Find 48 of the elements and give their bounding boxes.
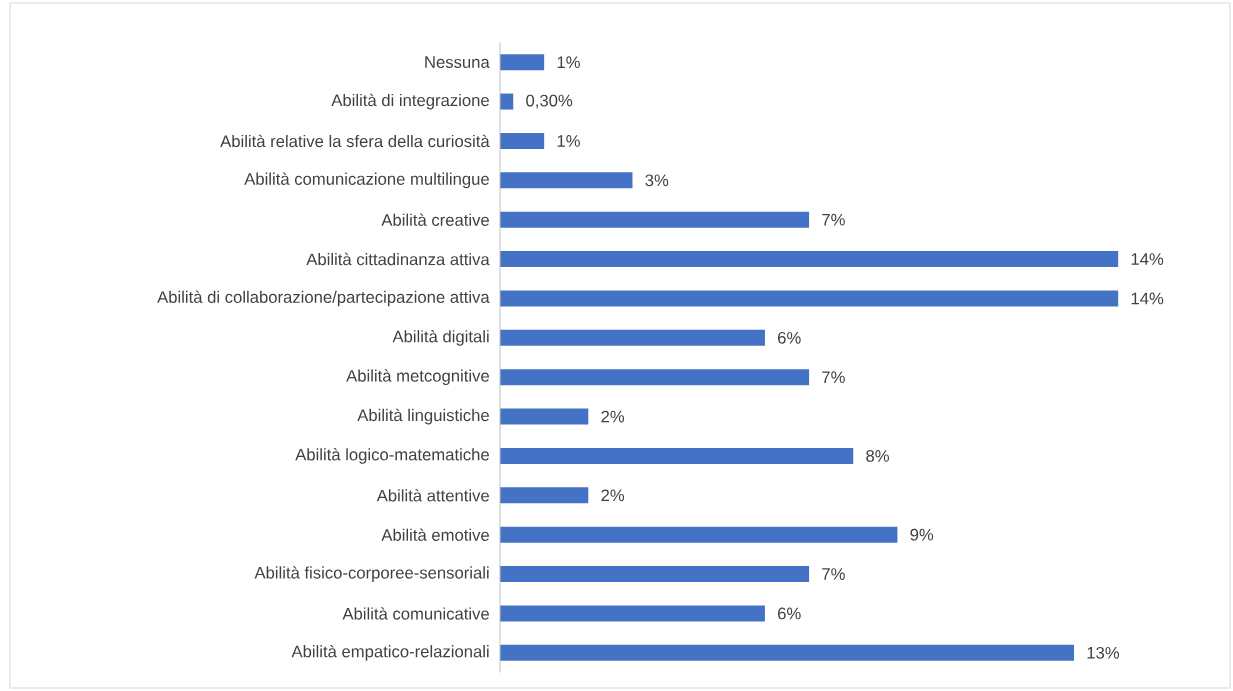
y-tick-label: Abilità di integrazione	[331, 93, 489, 110]
data-label: 13%	[1087, 646, 1120, 659]
y-tick-label: Abilità fisico-corporee-sensoriali	[254, 566, 489, 582]
y-tick-label: Abilità logico-matematiche	[295, 448, 489, 464]
bar	[500, 54, 545, 71]
bar	[500, 526, 898, 543]
bar	[500, 251, 1119, 268]
y-tick-label: Abilità comunicazione multilingue	[244, 172, 489, 189]
data-label: 14%	[1131, 292, 1164, 305]
y-tick-label: Nessuna	[425, 56, 490, 68]
bar	[500, 369, 810, 386]
data-label: 2%	[601, 489, 625, 502]
data-label: 6%	[778, 607, 801, 620]
bar	[500, 290, 1119, 307]
data-label: 1%	[557, 56, 580, 69]
y-tick-label: Abilità relative la sfera della curiosità	[220, 134, 490, 148]
y-tick-label: Abilità di collaborazione/partecipazione attiva	[157, 290, 490, 307]
data-label: 14%	[1131, 253, 1164, 265]
data-label: 2%	[601, 410, 625, 423]
data-label: 7%	[822, 371, 845, 384]
bar	[500, 447, 854, 464]
y-tick-label: Abilità cittadinanza attiva	[306, 252, 490, 266]
bar	[500, 132, 545, 149]
bar	[500, 93, 514, 110]
data-label: 8%	[866, 450, 889, 462]
bar	[500, 329, 765, 346]
y-tick-label: Abilità creative	[381, 213, 489, 226]
y-tick-label: Abilità attentive	[376, 489, 489, 502]
y-tick-label: Abilità linguistiche	[357, 408, 489, 425]
y-tick-label: Abilità comunicative	[342, 607, 489, 620]
bar	[500, 408, 589, 425]
y-tick-label: Abilità digitali	[392, 329, 489, 346]
y-tick-label: Abilità emotive	[381, 528, 489, 541]
data-label: 6%	[778, 331, 801, 344]
data-label: 9%	[910, 528, 934, 541]
bar	[500, 605, 765, 622]
bar	[500, 487, 589, 504]
bar	[500, 566, 810, 583]
y-tick-label: Abilità metcognitive	[346, 369, 489, 386]
data-label: 0,30%	[526, 94, 573, 109]
bar	[500, 644, 1075, 661]
data-label: 7%	[822, 213, 845, 226]
bar	[500, 211, 810, 228]
data-label: 3%	[645, 174, 669, 187]
bar	[500, 172, 633, 189]
data-label: 1%	[557, 135, 580, 147]
data-label: 7%	[822, 568, 845, 580]
y-tick-label: Abilità empatico-relazionali	[291, 644, 489, 661]
